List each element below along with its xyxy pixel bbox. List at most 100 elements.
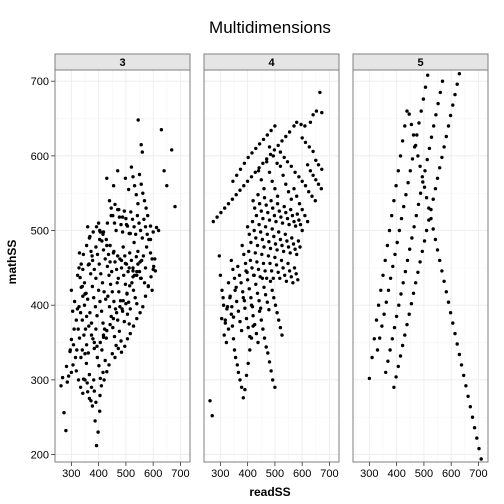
data-point [278, 237, 283, 242]
data-point [74, 318, 79, 322]
data-point [245, 270, 249, 274]
data-point [104, 336, 109, 340]
data-point [267, 360, 272, 364]
data-point [238, 167, 243, 171]
data-point [399, 292, 403, 296]
data-point [267, 145, 272, 149]
data-point [255, 243, 260, 248]
data-point [318, 90, 322, 95]
data-point [137, 221, 141, 225]
data-point [71, 309, 75, 313]
data-point [108, 322, 112, 327]
data-point [64, 364, 69, 369]
x-tick-label: 300 [211, 468, 229, 480]
data-point [265, 232, 269, 236]
data-point [251, 273, 256, 277]
data-point [79, 355, 83, 360]
data-point [110, 290, 115, 294]
x-tick-label: 600 [293, 468, 311, 480]
data-point [427, 218, 431, 222]
data-point [257, 299, 261, 303]
data-point [297, 175, 301, 179]
data-point [388, 348, 392, 352]
data-point [235, 173, 239, 177]
data-point [102, 290, 106, 294]
data-point [120, 307, 124, 311]
data-point [444, 134, 448, 139]
data-point [418, 164, 422, 168]
data-point [98, 299, 102, 304]
data-point [101, 248, 106, 252]
data-point [297, 218, 301, 222]
data-point [392, 385, 396, 389]
data-point [310, 194, 314, 198]
data-point [141, 254, 146, 258]
data-point [261, 161, 265, 165]
data-point [479, 457, 483, 461]
data-point [68, 349, 72, 354]
data-point [270, 227, 274, 231]
data-point [263, 269, 267, 273]
data-point [277, 318, 281, 322]
data-point [111, 184, 116, 188]
data-point [455, 82, 459, 86]
data-point [82, 281, 87, 285]
data-point [106, 252, 111, 257]
data-point [85, 381, 89, 385]
data-point [266, 254, 271, 258]
data-point [131, 275, 135, 279]
data-point [82, 333, 86, 337]
data-point [290, 213, 295, 218]
data-point [438, 90, 442, 95]
data-point [122, 319, 127, 324]
data-point [247, 249, 251, 254]
data-point [388, 276, 393, 280]
x-tick-label: 400 [89, 468, 107, 480]
data-point [101, 230, 106, 234]
data-point [286, 245, 291, 249]
data-point [265, 300, 269, 304]
data-point [257, 222, 261, 227]
data-point [228, 294, 232, 298]
data-point [411, 291, 416, 295]
data-point [303, 124, 307, 128]
data-point [273, 124, 277, 128]
data-point [235, 363, 239, 367]
data-point [139, 182, 143, 186]
panel-background [353, 70, 488, 462]
data-point [250, 151, 254, 155]
data-point [92, 340, 97, 345]
data-point [289, 164, 293, 168]
data-point [92, 346, 97, 351]
data-point [226, 202, 231, 206]
data-point [420, 249, 424, 254]
data-point [128, 251, 132, 255]
data-point [134, 193, 138, 197]
data-point [110, 269, 114, 274]
data-point [277, 230, 281, 234]
data-point [83, 327, 88, 331]
data-point [275, 202, 280, 206]
data-point [144, 245, 149, 249]
data-point [250, 266, 254, 270]
data-point [287, 222, 291, 227]
data-point [367, 376, 372, 381]
data-point [412, 225, 416, 229]
data-point [148, 251, 153, 255]
data-point [262, 336, 267, 340]
data-point [89, 272, 93, 276]
data-point [236, 264, 240, 269]
data-point [293, 170, 297, 174]
data-point [269, 369, 273, 373]
data-point [391, 264, 395, 269]
data-point [92, 389, 97, 393]
data-point [98, 340, 103, 345]
data-point [254, 236, 258, 240]
data-point [295, 212, 299, 216]
x-tick-label: 700 [320, 468, 338, 480]
data-point [66, 374, 71, 378]
data-point [313, 199, 317, 203]
data-point [420, 175, 424, 179]
data-point [397, 303, 401, 307]
data-point [243, 387, 247, 392]
